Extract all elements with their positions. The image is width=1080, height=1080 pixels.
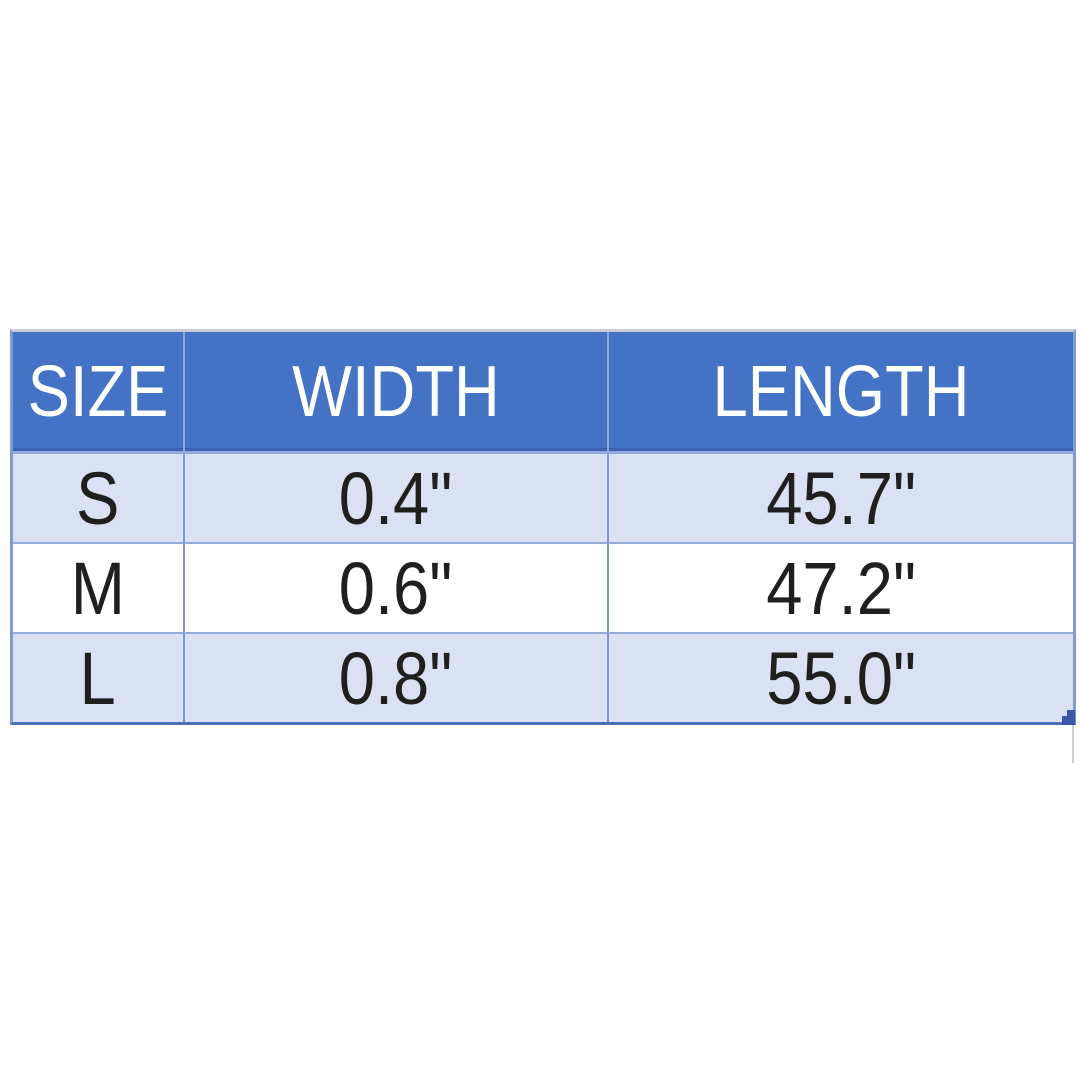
cell-width-l-value: 0.8" [339,636,453,720]
cell-width-l[interactable]: 0.8" [183,632,607,722]
cell-length-m-value: 47.2" [766,546,916,630]
column-header-width[interactable]: WIDTH [183,332,607,454]
cell-length-m[interactable]: 47.2" [607,542,1073,632]
cell-length-l[interactable]: 55.0" [607,632,1073,722]
column-header-length[interactable]: LENGTH [607,332,1073,454]
table-row-m: M 0.6" 47.2" [13,542,1073,632]
column-header-width-label: WIDTH [292,351,500,432]
cell-size-m[interactable]: M [13,542,183,632]
cell-size-l[interactable]: L [13,632,183,722]
column-header-size[interactable]: SIZE [13,332,183,454]
cell-width-m-value: 0.6" [339,546,453,630]
table-row-s: S 0.4" 45.7" [13,454,1073,542]
cell-width-m[interactable]: 0.6" [183,542,607,632]
spreadsheet-gridline-stub [1072,725,1074,763]
cell-length-s-value: 45.7" [766,456,916,540]
cell-width-s[interactable]: 0.4" [183,454,607,542]
column-header-length-label: LENGTH [712,351,970,432]
table-row-l: L 0.8" 55.0" [13,632,1073,722]
size-chart-table: SIZE WIDTH LENGTH S 0.4" [10,329,1076,725]
cell-size-l-value: L [79,636,117,720]
cell-length-l-value: 55.0" [766,636,916,720]
cell-length-s[interactable]: 45.7" [607,454,1073,542]
cell-size-m-value: M [70,546,126,630]
cell-width-s-value: 0.4" [339,456,453,540]
size-chart-table-wrap: SIZE WIDTH LENGTH S 0.4" [10,329,1076,725]
table-header-row: SIZE WIDTH LENGTH [13,332,1073,454]
cell-size-s-value: S [76,456,120,540]
column-header-size-label: SIZE [27,351,169,432]
cell-size-s[interactable]: S [13,454,183,542]
